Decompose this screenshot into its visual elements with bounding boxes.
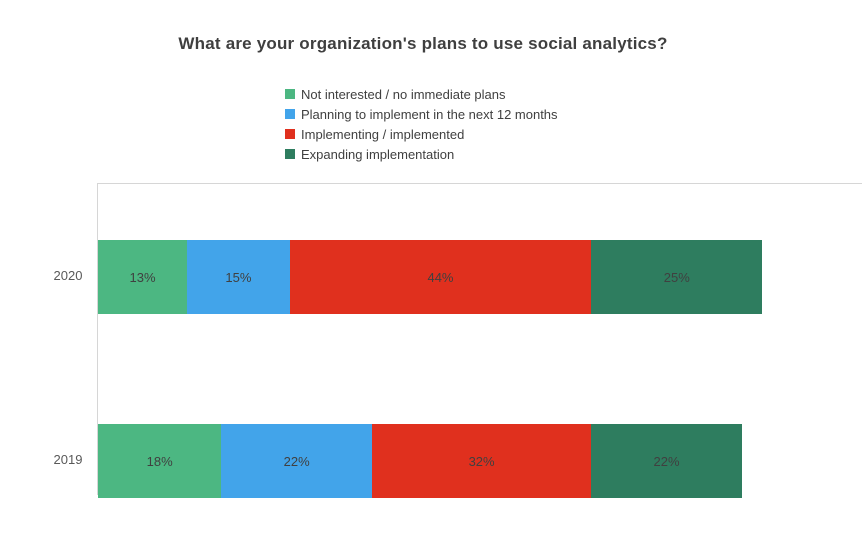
bar-segment-label: 15% — [225, 269, 252, 285]
legend: Not interested / no immediate plans Plann… — [285, 84, 558, 164]
legend-swatch — [285, 149, 295, 159]
legend-swatch — [285, 109, 295, 119]
chart-title: What are your organization's plans to us… — [178, 34, 668, 53]
legend-item: Not interested / no immediate plans — [285, 84, 558, 104]
bar-segment-label: 32% — [468, 453, 495, 469]
legend-label: Implementing / implemented — [301, 126, 465, 142]
legend-label: Not interested / no immediate plans — [301, 86, 506, 102]
plot-area: 13% 15% 44% 25% 18% 22% 32% 22% — [97, 183, 862, 498]
legend-item: Expanding implementation — [285, 144, 558, 164]
legend-swatch — [285, 89, 295, 99]
legend-swatch — [285, 129, 295, 139]
bar-row: 13% 15% 44% 25% — [98, 240, 763, 314]
legend-label: Expanding implementation — [301, 146, 455, 162]
bar-segment-label: 25% — [663, 269, 690, 285]
bar-segment-label: 22% — [653, 453, 680, 469]
category-label: 2019 — [53, 452, 83, 467]
bar-segment: 32% — [371, 424, 592, 498]
bar-segment: 13% — [98, 240, 188, 314]
bar-segment: 44% — [289, 240, 592, 314]
bar-segment: 22% — [591, 424, 742, 498]
legend-label: Planning to implement in the next 12 mon… — [301, 106, 558, 122]
bar-segment: 25% — [591, 240, 763, 314]
bar-segment-label: 18% — [146, 453, 173, 469]
bar-segment: 15% — [187, 240, 290, 314]
category-label: 2020 — [53, 268, 83, 283]
bar-segment: 22% — [221, 424, 372, 498]
bar-row: 18% 22% 32% 22% — [98, 424, 742, 498]
bar-segment-label: 13% — [129, 269, 156, 285]
bar-segment-label: 44% — [427, 269, 454, 285]
legend-item: Implementing / implemented — [285, 124, 558, 144]
legend-item: Planning to implement in the next 12 mon… — [285, 104, 558, 124]
bar-segment: 18% — [98, 424, 222, 498]
bar-segment-label: 22% — [283, 453, 310, 469]
